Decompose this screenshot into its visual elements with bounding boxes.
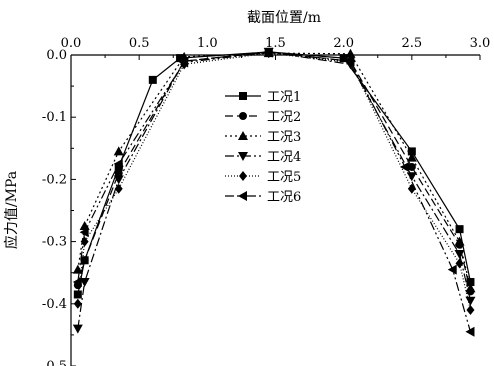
series-5-point [466,305,475,316]
series-4-point [454,250,465,260]
series-1-point [73,290,82,299]
series-3-point [79,221,90,231]
series-5-point [73,298,82,309]
legend-marker [239,112,247,120]
series-4-point [465,296,476,306]
series-3-point [406,152,417,162]
series-1-point [148,75,157,84]
series-6-point [113,158,123,169]
legend-marker [239,171,247,181]
series-2-point [80,256,89,265]
legend-label: 工况4 [267,150,301,165]
legend-item-2: 工况2 [225,110,301,125]
y-tick-label: -0.2 [42,172,67,187]
series-6-point [72,277,82,288]
legend-label: 工况2 [267,110,301,125]
series-5-point [114,183,123,194]
series-5-point [80,236,89,247]
series-layer [72,47,476,337]
legend-marker [238,152,248,161]
legend-item-6: 工况6 [225,190,301,205]
series-1-point [407,147,416,156]
series-4-point [113,175,124,185]
series-6-point [263,47,273,58]
series-6-point [400,161,410,172]
series-1-point [114,162,123,171]
series-3-point [72,264,83,274]
legend-item-4: 工况4 [225,150,301,165]
legend-label: 工况5 [267,170,301,185]
y-tick-label: -0.1 [42,110,67,125]
series-4-point [72,324,83,334]
legend-item-3: 工况3 [225,130,301,145]
legend-marker [238,191,247,201]
series-3-point [465,283,476,293]
series-3-point [454,236,465,246]
series-5-point [455,258,464,269]
x-tick-label: 0.0 [61,36,82,51]
series-4-point [406,172,417,182]
series-6-point [465,326,475,337]
series-6-point [79,227,89,238]
series-6-point [345,56,355,67]
legend-item-1: 工况1 [225,90,301,105]
axes-layer: 0.0 0.5 1.0 1.5 2.0 2.5 3.0 0.0 -0.1 -0.2 -0.3 -0.4… [42,36,490,366]
series-3-point [113,146,124,156]
series-6-point [447,264,457,275]
x-tick-label: 1.5 [265,36,286,51]
legend-label: 工况6 [267,190,301,205]
y-tick-label: -0.5 [42,359,67,366]
series-1-point [455,225,464,234]
y-tick-label: 0.0 [46,48,67,63]
x-axis-title: 截面位置/m [247,10,321,26]
series-6 [72,47,475,337]
series-6-point [179,57,189,68]
series-3-point [345,48,356,58]
legend-item-5: 工况5 [225,170,301,185]
series-4-point [79,278,90,288]
y-axis-title: 应力值/MPa [3,171,20,249]
x-tick-label: 2.0 [333,36,354,51]
legend-label: 工况3 [267,130,301,145]
x-tick-label: 1.0 [197,36,218,51]
series-1-point [466,278,475,287]
series-2-point [407,162,416,171]
y-tick-label: -0.3 [42,235,67,250]
legend-label: 工况1 [267,90,301,105]
series-1-point [339,54,348,63]
legend: 工况1 工况2 工况3 工况4 工况5 工况6 [225,90,301,205]
y-tick-label: -0.4 [42,297,67,312]
x-tick-label: 2.5 [401,36,422,51]
legend-marker [239,92,247,100]
x-tick-label: 0.5 [129,36,150,51]
legend-marker [238,131,248,140]
x-tick-label: 3.0 [470,36,491,51]
